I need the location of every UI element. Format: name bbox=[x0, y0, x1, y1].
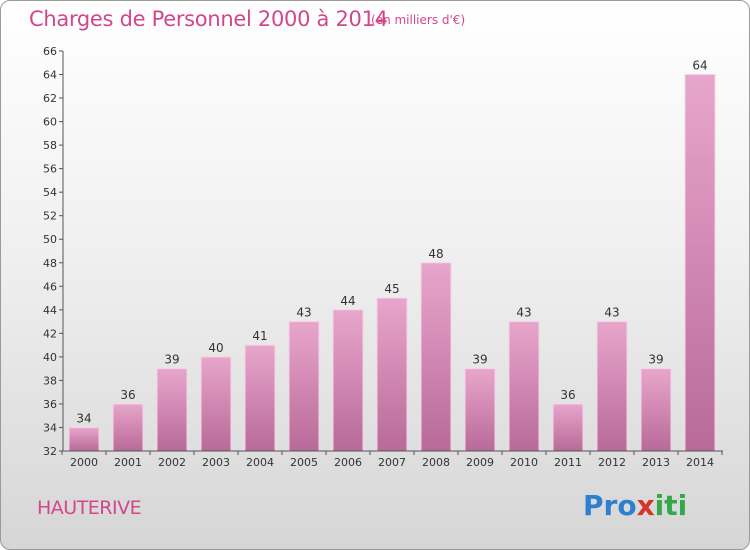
place-name: HAUTERIVE bbox=[37, 497, 142, 519]
data-label-2009: 39 bbox=[472, 353, 487, 367]
x-tick-label-2005: 2005 bbox=[290, 456, 318, 469]
data-label-2003: 40 bbox=[208, 341, 223, 355]
data-label-2001: 36 bbox=[120, 388, 135, 402]
x-tick-label-2010: 2010 bbox=[510, 456, 538, 469]
data-label-2006: 44 bbox=[340, 294, 355, 308]
chart-subtitle: (en milliers d'€) bbox=[371, 13, 466, 27]
y-tick-label: 32 bbox=[43, 445, 57, 458]
y-tick-label: 34 bbox=[43, 421, 57, 434]
y-tick-label: 54 bbox=[43, 186, 57, 199]
data-label-2010: 43 bbox=[516, 306, 531, 320]
y-tick-label: 52 bbox=[43, 210, 57, 223]
x-tick-label-2003: 2003 bbox=[202, 456, 230, 469]
x-tick-label-2014: 2014 bbox=[686, 456, 714, 469]
x-tick-label-2006: 2006 bbox=[334, 456, 362, 469]
x-axis: 2000 2001 2002 2003 2004 2005 2006 2007 2008 2009… bbox=[61, 450, 723, 469]
y-tick-label: 42 bbox=[43, 327, 57, 340]
y-tick-label: 38 bbox=[43, 374, 57, 387]
x-tick-label-2001: 2001 bbox=[114, 456, 142, 469]
x-tick-label-2008: 2008 bbox=[422, 456, 450, 469]
bar-2006 bbox=[332, 309, 364, 452]
data-label-2008: 48 bbox=[428, 247, 443, 261]
data-label-2002: 39 bbox=[164, 353, 179, 367]
bar-2007 bbox=[376, 297, 408, 452]
y-tick-label: 50 bbox=[43, 233, 57, 246]
bar-2004 bbox=[244, 344, 276, 452]
bar-2008 bbox=[420, 262, 452, 452]
y-tick-label: 62 bbox=[43, 92, 57, 105]
x-tick-label-2009: 2009 bbox=[466, 456, 494, 469]
y-tick-label: 64 bbox=[43, 69, 57, 82]
data-label-2007: 45 bbox=[384, 282, 399, 296]
bar-2000 bbox=[68, 426, 100, 452]
y-tick-label: 40 bbox=[43, 351, 57, 364]
x-tick-label-2011: 2011 bbox=[554, 456, 582, 469]
y-tick-label: 46 bbox=[43, 280, 57, 293]
bar-2010 bbox=[508, 321, 540, 452]
y-tick-label: 66 bbox=[43, 45, 57, 58]
bar-2001 bbox=[112, 403, 144, 452]
bars: 34 36 39 40 41 43 44 45 48 39 43 36 43 39 64 bbox=[68, 59, 716, 452]
y-tick-label: 36 bbox=[43, 398, 57, 411]
y-tick-label: 60 bbox=[43, 116, 57, 129]
chart-title: Charges de Personnel 2000 à 2014 bbox=[29, 7, 388, 31]
data-label-2013: 39 bbox=[648, 353, 663, 367]
x-tick-label-2013: 2013 bbox=[642, 456, 670, 469]
bar-2005 bbox=[288, 321, 320, 452]
y-tick-label: 58 bbox=[43, 139, 57, 152]
x-tick-label-2000: 2000 bbox=[70, 456, 98, 469]
y-tick-label: 44 bbox=[43, 304, 57, 317]
y-axis: 32 34 36 38 40 42 44 46 48 50 52 54 56 58 60 62 64 66 bbox=[43, 45, 64, 458]
data-label-2012: 43 bbox=[604, 306, 619, 320]
y-tick-label: 56 bbox=[43, 163, 57, 176]
bar-2003 bbox=[200, 356, 232, 452]
proxiti-logo[interactable]: Proxiti bbox=[583, 489, 688, 522]
x-tick-label-2004: 2004 bbox=[246, 456, 274, 469]
x-tick-label-2002: 2002 bbox=[158, 456, 186, 469]
data-label-2014: 64 bbox=[692, 59, 707, 73]
data-label-2004: 41 bbox=[252, 329, 267, 343]
bar-2009 bbox=[464, 368, 496, 452]
bar-2002 bbox=[156, 368, 188, 452]
x-tick-label-2012: 2012 bbox=[598, 456, 626, 469]
x-tick-label-2007: 2007 bbox=[378, 456, 406, 469]
data-label-2011: 36 bbox=[560, 388, 575, 402]
data-label-2000: 34 bbox=[76, 411, 91, 425]
bar-2012 bbox=[596, 321, 628, 452]
bar-2011 bbox=[552, 403, 584, 452]
bar-2013 bbox=[640, 368, 672, 452]
y-tick-label: 48 bbox=[43, 257, 57, 270]
bar-2014 bbox=[684, 74, 716, 452]
data-label-2005: 43 bbox=[296, 306, 311, 320]
